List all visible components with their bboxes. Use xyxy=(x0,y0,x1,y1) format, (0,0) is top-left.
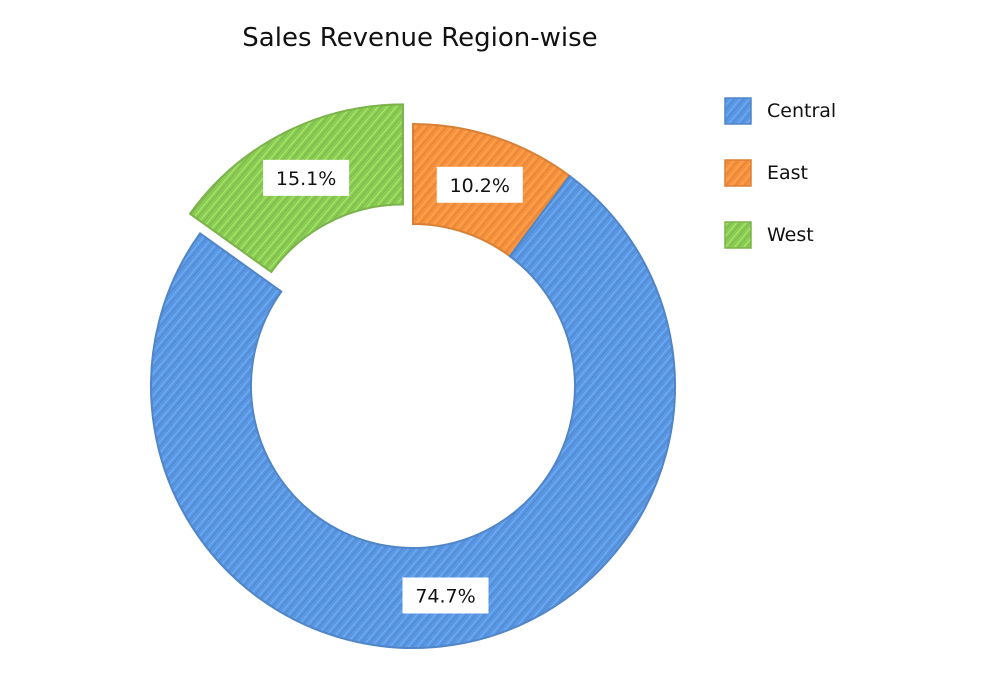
slices-group xyxy=(150,103,676,649)
slice-label-west: 15.1% xyxy=(276,168,336,190)
slice-label-central: 74.7% xyxy=(415,585,475,607)
slice-central xyxy=(150,174,676,649)
slice-label-east: 10.2% xyxy=(450,175,510,197)
slice-label-box-central xyxy=(402,577,489,614)
chart-title: Sales Revenue Region-wise xyxy=(242,23,597,53)
slice-label-box-west xyxy=(263,159,350,196)
legend-swatch-west xyxy=(724,221,752,249)
slice-label-box-east xyxy=(436,166,523,203)
legend-swatch-east xyxy=(724,159,752,187)
legend: Central East West xyxy=(724,97,836,249)
legend-label-east: East xyxy=(767,162,808,184)
labels-group: 10.2% 74.7% 15.1% xyxy=(263,159,523,614)
legend-label-central: Central xyxy=(767,100,836,122)
legend-label-west: West xyxy=(767,224,814,246)
legend-swatch-central xyxy=(724,97,752,125)
